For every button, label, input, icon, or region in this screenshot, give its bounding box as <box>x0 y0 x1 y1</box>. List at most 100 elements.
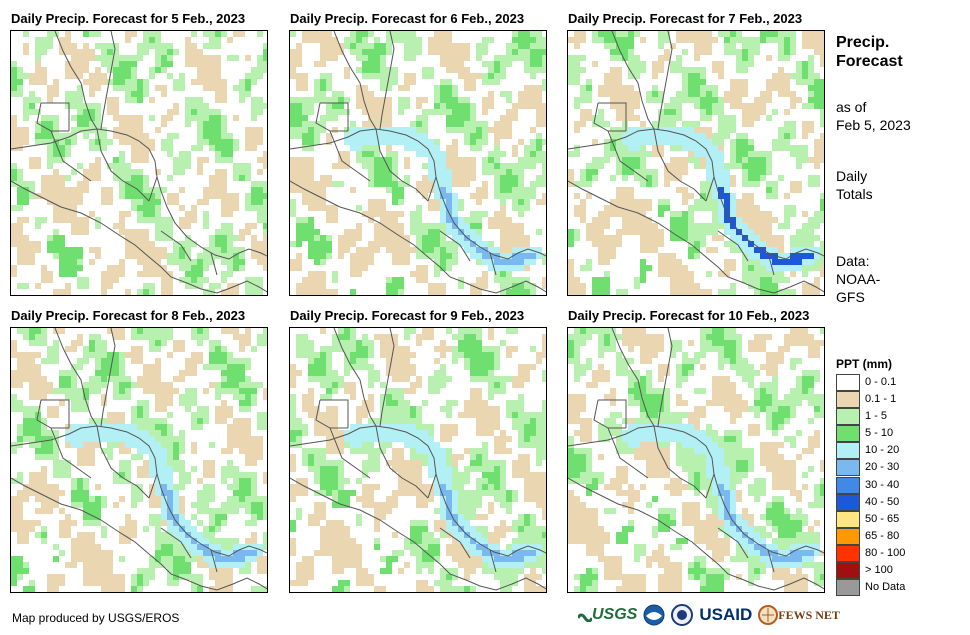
precip-cell <box>143 241 149 247</box>
precip-cell <box>191 43 197 49</box>
precip-cell <box>209 115 215 121</box>
precip-cell <box>362 139 368 145</box>
precip-cell <box>440 187 446 193</box>
precip-cell <box>131 454 137 460</box>
precip-cell <box>652 61 658 67</box>
precip-cell <box>416 223 422 229</box>
precip-cell <box>173 514 179 520</box>
precip-cell <box>257 592 263 593</box>
precip-cell <box>23 520 29 526</box>
precip-cell <box>778 259 784 265</box>
precip-cell <box>634 283 640 289</box>
precip-cell <box>688 127 694 133</box>
precip-cell <box>542 109 546 115</box>
precip-cell <box>440 406 446 412</box>
precip-cell <box>296 283 302 289</box>
precip-cell <box>392 358 398 364</box>
precip-cell <box>616 157 622 163</box>
precip-cell <box>416 43 422 49</box>
precip-cell <box>610 67 616 73</box>
precip-cell <box>772 193 778 199</box>
precip-cell <box>682 163 688 169</box>
precip-cell <box>658 145 664 151</box>
precip-cell <box>398 127 404 133</box>
precip-cell <box>416 265 422 271</box>
precip-cell <box>790 211 796 217</box>
precip-cell <box>35 139 41 145</box>
precip-cell <box>17 562 23 568</box>
precip-cell <box>203 526 209 532</box>
precip-cell <box>203 211 209 217</box>
precip-cell <box>239 502 245 508</box>
precip-cell <box>302 283 308 289</box>
precip-cell <box>155 199 161 205</box>
precip-cell <box>796 151 802 157</box>
precip-cell <box>65 472 71 478</box>
precip-cell <box>434 199 440 205</box>
precip-cell <box>392 289 398 295</box>
precip-cell <box>233 556 239 562</box>
precip-cell <box>646 229 652 235</box>
precip-cell <box>320 127 326 133</box>
precip-cell <box>167 472 173 478</box>
precip-cell <box>35 436 41 442</box>
precip-cell <box>470 412 476 418</box>
precip-cell <box>221 562 227 568</box>
precip-cell <box>95 79 101 85</box>
precip-cell <box>802 61 808 67</box>
precip-cell <box>161 289 167 295</box>
precip-cell <box>257 31 263 37</box>
precip-cell <box>203 61 209 67</box>
precip-cell <box>197 532 203 538</box>
precip-cell <box>125 127 131 133</box>
precip-cell <box>119 334 125 340</box>
precip-cell <box>766 295 772 296</box>
precip-cell <box>374 115 380 121</box>
precip-cell <box>209 508 215 514</box>
precip-cell <box>706 199 712 205</box>
precip-cell <box>245 568 251 574</box>
precip-cell <box>742 145 748 151</box>
precip-cell <box>185 358 191 364</box>
precip-cell <box>65 37 71 43</box>
precip-cell <box>59 211 65 217</box>
precip-cell <box>452 334 458 340</box>
precip-cell <box>107 580 113 586</box>
precip-cell <box>688 295 694 296</box>
precip-cell <box>143 376 149 382</box>
precip-cell <box>233 388 239 394</box>
precip-cell <box>203 562 209 568</box>
precip-cell <box>143 442 149 448</box>
precip-cell <box>77 550 83 556</box>
precip-cell <box>440 424 446 430</box>
precip-cell <box>71 67 77 73</box>
precip-cell <box>296 430 302 436</box>
precip-cell <box>742 37 748 43</box>
precip-cell <box>470 163 476 169</box>
precip-cell <box>380 49 386 55</box>
precip-cell <box>29 79 35 85</box>
precip-cell <box>137 490 143 496</box>
precip-cell <box>332 91 338 97</box>
precip-cell <box>197 127 203 133</box>
precip-cell <box>65 283 71 289</box>
precip-cell <box>59 265 65 271</box>
precip-cell <box>308 103 314 109</box>
precip-cell <box>89 436 95 442</box>
precip-cell <box>688 229 694 235</box>
precip-cell <box>119 79 125 85</box>
precip-cell <box>191 115 197 121</box>
precip-cell <box>428 376 434 382</box>
precip-cell <box>143 205 149 211</box>
precip-cell <box>131 145 137 151</box>
precip-cell <box>113 382 119 388</box>
precip-cell <box>730 157 736 163</box>
precip-cell <box>706 145 712 151</box>
precip-cell <box>718 211 724 217</box>
precip-cell <box>161 562 167 568</box>
precip-cell <box>209 496 215 502</box>
precip-cell <box>392 376 398 382</box>
precip-cell <box>542 169 546 175</box>
precip-cell <box>290 400 296 406</box>
precip-cell <box>263 235 267 241</box>
